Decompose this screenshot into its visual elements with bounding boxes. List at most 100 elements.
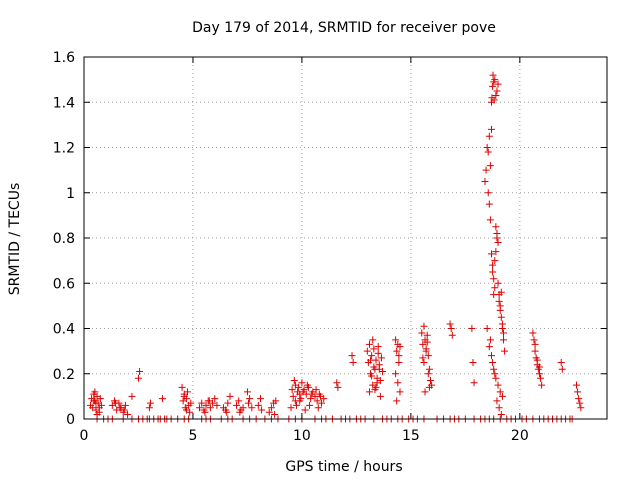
data-point — [396, 343, 404, 351]
y-axis-label: SRMTID / TECUs — [7, 183, 23, 296]
data-point — [348, 352, 356, 360]
data-point — [145, 404, 153, 412]
data-point — [501, 347, 509, 355]
data-point — [468, 325, 476, 332]
data-point — [318, 399, 326, 407]
data-point — [367, 356, 375, 364]
data-point — [425, 365, 433, 373]
data-point — [483, 325, 491, 332]
data-point — [265, 408, 273, 416]
x-tick-label: 5 — [188, 428, 197, 444]
data-point — [572, 381, 580, 389]
data-point — [373, 379, 381, 387]
data-point — [485, 200, 493, 208]
data-point — [211, 395, 219, 403]
data-point — [491, 284, 499, 292]
data-point — [498, 392, 506, 400]
data-point — [374, 343, 382, 351]
data-point — [494, 381, 502, 389]
data-point — [535, 363, 543, 371]
data-point — [267, 404, 275, 412]
data-point — [368, 372, 376, 380]
y-tick-label: 1.6 — [53, 50, 75, 66]
data-point — [363, 347, 371, 355]
data-point — [136, 367, 144, 375]
data-point — [538, 381, 546, 389]
data-point — [469, 358, 477, 366]
data-point — [308, 390, 316, 398]
data-point — [447, 325, 455, 332]
data-point — [298, 379, 306, 387]
data-point — [287, 404, 295, 412]
data-point — [418, 329, 426, 337]
data-point — [243, 388, 251, 396]
data-point — [484, 189, 492, 197]
x-tick-label: 10 — [293, 428, 311, 444]
data-point — [205, 397, 213, 405]
data-point — [333, 379, 341, 387]
data-point — [254, 401, 262, 409]
data-point — [491, 370, 499, 378]
data-point — [484, 148, 492, 156]
data-point — [489, 358, 497, 366]
data-point — [258, 406, 266, 414]
data-point — [495, 297, 503, 305]
data-point — [395, 352, 403, 360]
data-point — [470, 379, 478, 387]
data-point — [334, 383, 342, 391]
data-point — [482, 166, 490, 174]
data-point — [134, 374, 142, 382]
data-point — [494, 80, 502, 88]
data-point — [184, 388, 192, 396]
data-point — [233, 401, 241, 409]
data-point — [369, 336, 377, 344]
data-point — [246, 395, 254, 403]
data-point — [121, 401, 129, 409]
data-point — [494, 239, 502, 247]
data-point — [533, 356, 541, 364]
grid — [84, 57, 607, 419]
data-point — [424, 352, 432, 360]
data-point — [499, 329, 507, 337]
data-point — [531, 347, 539, 355]
data-point — [271, 410, 279, 418]
data-point — [201, 408, 209, 416]
data-point — [224, 399, 232, 407]
data-point — [301, 406, 309, 414]
data-point — [112, 399, 120, 407]
data-point — [490, 365, 498, 373]
data-point — [495, 404, 503, 412]
data-point — [489, 268, 497, 276]
data-point — [486, 162, 494, 170]
data-point — [182, 406, 190, 414]
data-points — [87, 71, 585, 423]
data-point — [529, 329, 537, 337]
data-point — [377, 354, 385, 362]
data-point — [376, 392, 384, 400]
chart-title: Day 179 of 2014, SRMTID for receiver pov… — [192, 20, 496, 36]
data-point — [426, 377, 434, 385]
data-point — [158, 395, 166, 403]
data-point — [306, 401, 314, 409]
data-point — [577, 404, 585, 412]
data-point — [421, 388, 429, 396]
data-point — [419, 340, 427, 348]
data-point — [493, 87, 501, 95]
data-point — [488, 352, 496, 360]
data-point — [349, 358, 357, 366]
x-axis-label: GPS time / hours — [285, 459, 402, 475]
data-point — [365, 340, 373, 348]
data-point — [497, 313, 505, 321]
data-point — [531, 340, 539, 348]
data-point — [496, 306, 504, 314]
data-point — [491, 257, 499, 265]
data-point — [289, 392, 297, 400]
data-point — [295, 383, 303, 391]
y-tick-label: 0.4 — [53, 322, 75, 338]
data-point — [488, 250, 496, 258]
data-point — [91, 388, 99, 396]
data-point — [488, 125, 496, 133]
data-point — [392, 336, 400, 344]
